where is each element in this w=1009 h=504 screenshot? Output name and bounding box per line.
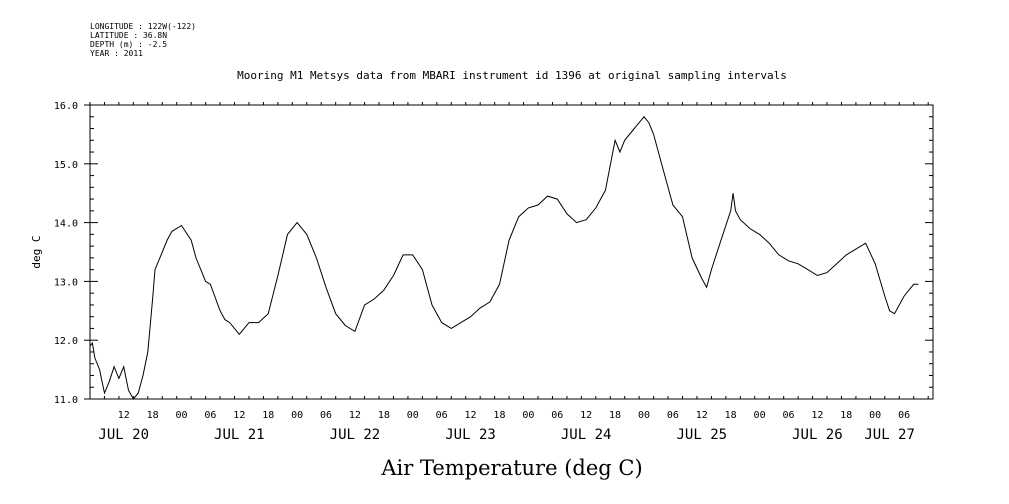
x-day-label: JUL 20 <box>98 427 149 443</box>
y-tick-label: 14.0 <box>54 219 78 230</box>
x-hour-label: 06 <box>551 410 563 421</box>
x-hour-label: 00 <box>869 410 881 421</box>
x-day-label: JUL 22 <box>330 427 381 443</box>
x-hour-label: 06 <box>898 410 910 421</box>
x-day-label: JUL 27 <box>864 427 915 443</box>
x-day-label: JUL 21 <box>214 427 265 443</box>
chart-title: Mooring M1 Metsys data from MBARI instru… <box>237 69 787 82</box>
x-day-label: JUL 24 <box>561 427 612 443</box>
x-day-label: JUL 26 <box>792 427 843 443</box>
x-hour-label: 06 <box>667 410 679 421</box>
x-hour-label: 12 <box>580 410 592 421</box>
metadata-latitude: LATITUDE : 36.8N <box>90 31 167 40</box>
x-day-label: JUL 25 <box>676 427 727 443</box>
x-hour-label: 18 <box>609 410 621 421</box>
x-hour-label: 12 <box>811 410 823 421</box>
x-hour-label: 06 <box>436 410 448 421</box>
x-axis: 12 18 00 06 12 18 00 06 12 18 00 06 12 18 00 06 12 18 00 06… <box>89 102 929 443</box>
y-axis: 11.0 12.0 13.0 14.0 15.0 16.0 <box>54 101 933 406</box>
x-hour-label: 00 <box>407 410 419 421</box>
x-axis-label: Air Temperature (deg C) <box>380 456 642 480</box>
metadata-longitude: LONGITUDE : 122W(-122) <box>90 22 196 31</box>
chart-metadata: LONGITUDE : 122W(-122) LATITUDE : 36.8N … <box>90 22 196 58</box>
y-axis-label: deg C <box>30 235 43 268</box>
x-hour-label: 00 <box>638 410 650 421</box>
x-hour-label: 06 <box>782 410 794 421</box>
x-hour-label: 18 <box>378 410 390 421</box>
x-hour-label: 18 <box>840 410 852 421</box>
y-tick-label: 15.0 <box>54 160 78 171</box>
x-hour-label: 18 <box>493 410 505 421</box>
metadata-year: YEAR : 2011 <box>90 49 143 58</box>
x-hour-label: 12 <box>349 410 361 421</box>
x-hour-label: 12 <box>233 410 245 421</box>
y-tick-label: 16.0 <box>54 101 78 112</box>
x-hour-label: 12 <box>696 410 708 421</box>
x-hour-label: 06 <box>204 410 216 421</box>
x-hour-label: 18 <box>725 410 737 421</box>
x-hour-label: 00 <box>176 410 188 421</box>
x-hour-label: 18 <box>262 410 274 421</box>
x-hour-label: 00 <box>754 410 766 421</box>
y-tick-label: 12.0 <box>54 336 78 347</box>
y-tick-label: 11.0 <box>54 395 78 406</box>
plot-frame <box>89 104 934 400</box>
x-hour-label: 06 <box>320 410 332 421</box>
x-hour-label: 18 <box>147 410 159 421</box>
y-tick-label: 13.0 <box>54 277 78 288</box>
x-hour-label: 12 <box>465 410 477 421</box>
metadata-depth: DEPTH (m) : -2.5 <box>90 40 167 49</box>
x-hour-label: 00 <box>522 410 534 421</box>
x-day-label: JUL 23 <box>445 427 496 443</box>
series-line-air-temperature <box>89 116 919 400</box>
x-hour-label: 00 <box>291 410 303 421</box>
x-hour-label: 12 <box>118 410 130 421</box>
